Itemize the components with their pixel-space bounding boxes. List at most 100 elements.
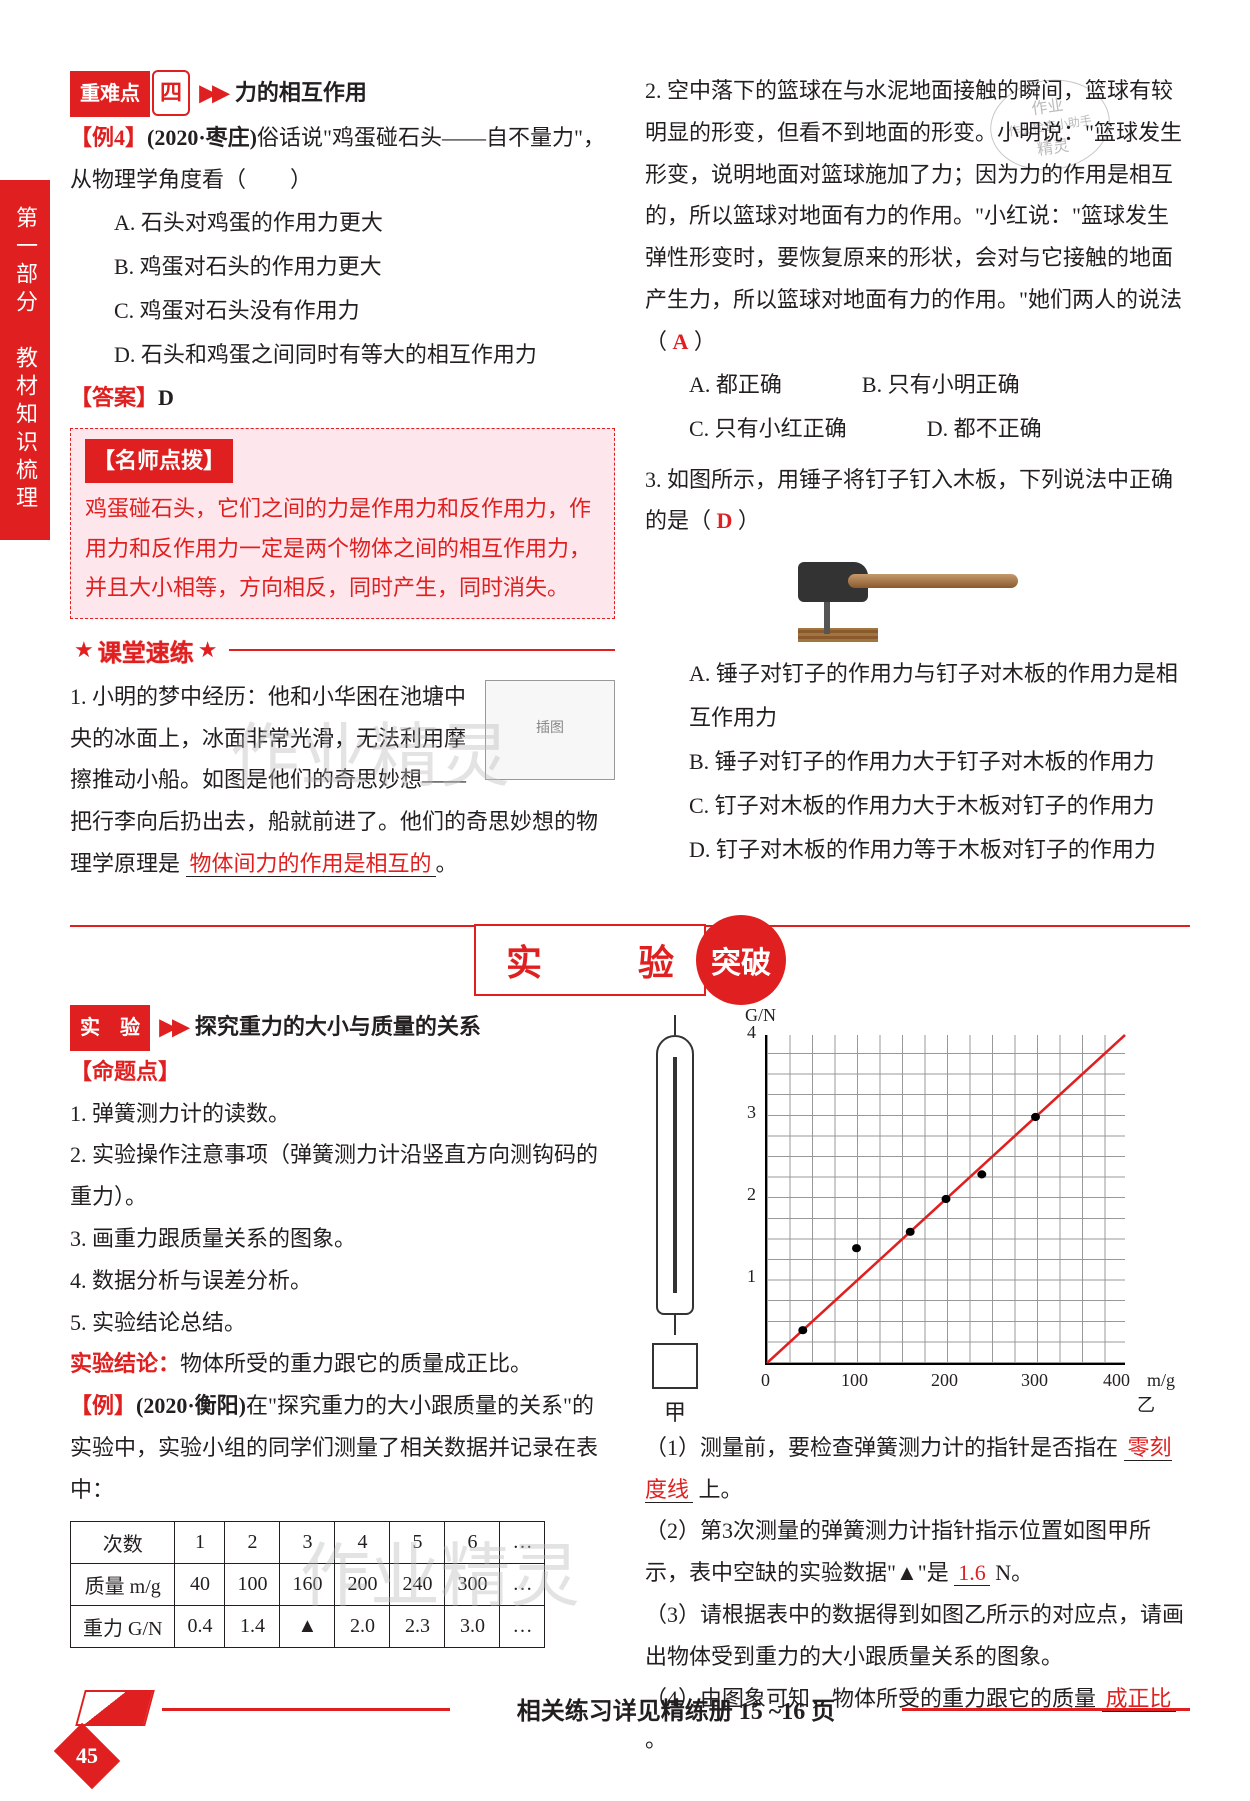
cell: 2 <box>225 1521 280 1563</box>
option-a: A. 锤子对钉子的作用力与钉子对木板的作用力是相互作用力 <box>689 652 1190 740</box>
cell: 3.0 <box>445 1605 500 1647</box>
q2-options-row2: C. 只有小红正确 D. 都不正确 <box>689 407 1190 451</box>
y-tick: 1 <box>747 1266 756 1287</box>
q3-answer: D <box>717 508 733 533</box>
cell: 100 <box>225 1563 280 1605</box>
hammer-illustration <box>798 552 1038 642</box>
arrow-icon: ▶▶ <box>200 80 226 105</box>
star-icon: ★ <box>74 637 94 663</box>
y-tick: 3 <box>747 1102 756 1123</box>
conclusion-text: 物体所受的重力跟它的质量成正比。 <box>180 1351 532 1376</box>
exp-topic: 探究重力的大小与质量的关系 <box>195 1014 481 1039</box>
data-point <box>1031 1113 1040 1121</box>
q1-tail: 。 <box>436 851 458 876</box>
banner-burst: 突破 <box>696 915 786 1005</box>
footer-text: 相关练习详见精练册 15 ~16 页 <box>162 1691 1190 1726</box>
section-banner: 实 验 突破 <box>70 915 1190 985</box>
boat-illustration: 插图 <box>485 680 615 780</box>
x-tick: 200 <box>931 1370 958 1391</box>
option-a: A. 石头对鸡蛋的作用力更大 <box>114 201 615 245</box>
exp-q2-answer: 1.6 <box>954 1560 990 1586</box>
q3-tail: ） <box>738 508 760 533</box>
divider-line <box>229 649 615 651</box>
table-row-mass: 质量 m/g 40 100 160 200 240 300 … <box>71 1563 545 1605</box>
cell: 次数 <box>71 1521 175 1563</box>
q2-options-row1: A. 都正确 B. 只有小明正确 <box>689 363 1190 407</box>
cell: 300 <box>445 1563 500 1605</box>
cell: 2.3 <box>390 1605 445 1647</box>
option-a: A. 都正确 <box>689 363 782 407</box>
q2-answer: A <box>673 329 689 354</box>
chart-row: 甲 G/N <box>645 1015 1190 1427</box>
tip-box: 【名师点拨】 鸡蛋碰石头，它们之间的力是作用力和反作用力，作用力和反作用力一定是… <box>70 428 615 618</box>
cell: 200 <box>335 1563 390 1605</box>
exp-q1-b: 上。 <box>699 1477 743 1502</box>
right-column: 2. 空中落下的篮球在与水泥地面接触的瞬间，篮球有较明显的形变，但看不到地面的形… <box>645 70 1190 885</box>
cell: 160 <box>280 1563 335 1605</box>
practice-label: 课堂速练 <box>98 633 194 668</box>
exp-q2-b: N。 <box>995 1560 1033 1585</box>
exp-q2-a: （2）第3次测量的弹簧测力计指针指示位置如图甲所示，表中空缺的实验数据"▲"是 <box>645 1518 1151 1585</box>
cell: 0.4 <box>175 1605 225 1647</box>
conclusion-label: 实验结论： <box>70 1351 180 1376</box>
tip-body: 鸡蛋碰石头，它们之间的力是作用力和反作用力，作用力和反作用力一定是两个物体之间的… <box>85 489 600 608</box>
cell: … <box>500 1521 545 1563</box>
cell: 240 <box>390 1563 445 1605</box>
q2-body: 2. 空中落下的篮球在与水泥地面接触的瞬间，篮球有较明显的形变，但看不到地面的形… <box>645 78 1182 354</box>
exp-right-column: 甲 G/N <box>645 1005 1190 1761</box>
option-c: C. 鸡蛋对石头没有作用力 <box>114 289 615 333</box>
cell: 1.4 <box>225 1605 280 1647</box>
book-icon <box>75 1690 155 1726</box>
cell: ▲ <box>280 1605 335 1647</box>
option-d: D. 钉子对木板的作用力等于木板对钉子的作用力 <box>689 828 1190 872</box>
x-tick: 100 <box>841 1370 868 1391</box>
cell: 40 <box>175 1563 225 1605</box>
star-icon: ★ <box>198 637 218 663</box>
data-point <box>852 1244 861 1252</box>
point-4: 4. 数据分析与误差分析。 <box>70 1260 615 1302</box>
cell: 重力 G/N <box>71 1605 175 1647</box>
spring-meter-figure: 甲 <box>645 1015 705 1427</box>
page-number: 45 <box>76 1743 98 1769</box>
point-5: 5. 实验结论总结。 <box>70 1302 615 1344</box>
exp-example-source: (2020·衡阳) <box>136 1393 246 1418</box>
cell: 6 <box>445 1521 500 1563</box>
table-row-weight: 重力 G/N 0.4 1.4 ▲ 2.0 2.3 3.0 … <box>71 1605 545 1647</box>
option-d: D. 石头和鸡蛋之间同时有等大的相互作用力 <box>114 333 615 377</box>
difficulty-tag: 重难点 <box>70 71 150 117</box>
cell: … <box>500 1605 545 1647</box>
data-point <box>977 1170 986 1178</box>
exp-example-label: 【例】 <box>70 1393 136 1418</box>
example-label: 【例4】 <box>70 125 147 150</box>
graph-figure: G/N 1 <box>735 1015 1125 1427</box>
x-axis-label: m/g <box>1147 1370 1175 1391</box>
banner-text: 实 验 <box>474 924 706 996</box>
x-tick: 400 <box>1103 1370 1130 1391</box>
meter-body <box>656 1035 694 1315</box>
tip-label: 【名师点拨】 <box>85 439 233 483</box>
data-table: 次数 1 2 3 4 5 6 … 质量 m/g 40 100 160 <box>70 1521 545 1648</box>
wood-shape <box>798 628 878 642</box>
option-b: B. 只有小明正确 <box>862 363 1020 407</box>
difficulty-num: 四 <box>152 70 190 116</box>
experiment-tag: 实 验 <box>70 1005 150 1051</box>
cell: 3 <box>280 1521 335 1563</box>
meter-label: 甲 <box>645 1395 705 1427</box>
options-list: A. 石头对鸡蛋的作用力更大 B. 鸡蛋对石头的作用力更大 C. 鸡蛋对石头没有… <box>114 201 615 377</box>
exp-q1-a: （1）测量前，要检查弹簧测力计的指针是否指在 <box>645 1435 1118 1460</box>
arrow-icon: ▶▶ <box>160 1014 186 1039</box>
cell: 2.0 <box>335 1605 390 1647</box>
meter-scale <box>673 1057 677 1293</box>
left-column: 重难点四 ▶▶ 力的相互作用 【例4】(2020·枣庄)俗话说"鸡蛋碰石头——自… <box>70 70 615 885</box>
option-c: C. 只有小红正确 <box>689 407 847 451</box>
footer: 相关练习详见精练册 15 ~16 页 <box>80 1690 1190 1726</box>
q3-options: A. 锤子对钉子的作用力与钉子对木板的作用力是相互作用力 B. 锤子对钉子的作用… <box>689 652 1190 872</box>
exp-left-column: 实 验 ▶▶ 探究重力的大小与质量的关系 【命题点】 1. 弹簧测力计的读数。 … <box>70 1005 615 1761</box>
meter-weight <box>652 1343 698 1389</box>
example-source: (2020·枣庄) <box>147 125 257 150</box>
exp-q3: （3）请根据表中的数据得到如图乙所示的对应点，请画出物体受到重力的大小跟质量关系… <box>645 1594 1190 1678</box>
graph-area: 1 2 3 4 0 100 200 300 400 <box>765 1035 1125 1365</box>
answer-label: 【答案】 <box>70 385 158 410</box>
cell: … <box>500 1563 545 1605</box>
cell: 5 <box>390 1521 445 1563</box>
